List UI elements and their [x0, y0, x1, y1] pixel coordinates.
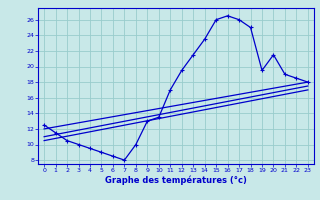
X-axis label: Graphe des températures (°c): Graphe des températures (°c)	[105, 176, 247, 185]
